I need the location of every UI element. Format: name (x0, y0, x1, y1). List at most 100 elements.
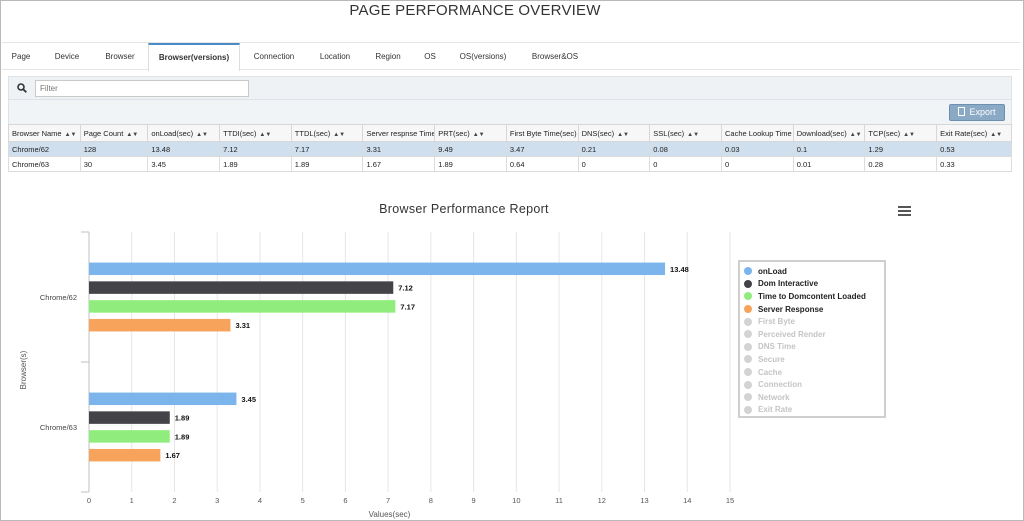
table-cell: 1.67 (362, 156, 436, 172)
column-header[interactable]: First Byte Time(sec) (505, 124, 579, 142)
column-header[interactable]: Page Count ▲▼ (79, 124, 149, 142)
legend-item[interactable]: Connection (744, 378, 880, 391)
column-header[interactable]: onLoad(sec) ▲▼ (147, 124, 221, 142)
table-cell: 0.53 (936, 141, 1012, 157)
table-header-row: Browser Name ▲▼ Page Count ▲▼ onLoad(sec) ▲… (8, 124, 1012, 142)
filter-input[interactable] (35, 80, 249, 97)
legend-marker (744, 380, 752, 389)
sort-icon: ▲▼ (849, 131, 862, 138)
tab-page[interactable]: Page (11, 52, 31, 61)
table-cell: 30 (79, 156, 149, 172)
column-header[interactable]: PRT(sec) ▲▼ (434, 124, 507, 142)
table-cell: Chrome/62 (8, 141, 81, 157)
sort-icon: ▲▼ (333, 131, 346, 138)
legend-item[interactable]: Dom Interactive (744, 278, 880, 291)
bar (89, 281, 394, 294)
tab-os-versions[interactable]: OS(versions) (459, 52, 507, 61)
legend-label: Exit Rate (758, 405, 793, 415)
tab-browser[interactable]: Browser (105, 52, 135, 61)
table-cell: 0.08 (649, 141, 722, 157)
tab-bar: Page Device Browser Browser(versions) Co… (2, 42, 1020, 71)
sort-icon: ▲▼ (617, 131, 629, 138)
column-header[interactable]: Cache Lookup Time (721, 124, 794, 142)
column-header[interactable]: DNS(sec) ▲▼ (577, 124, 651, 142)
sort-icon: ▲▼ (126, 131, 139, 138)
sort-icon: ▲▼ (903, 131, 915, 138)
sort-icon: ▲▼ (196, 131, 208, 138)
tab-browser-versions[interactable]: Browser(versions) (148, 43, 240, 71)
tab-browser-os[interactable]: Browser&OS (531, 52, 579, 61)
table-cell: 0.33 (936, 156, 1012, 172)
legend-item[interactable]: Server Response (744, 303, 880, 316)
legend-item[interactable]: Cache (744, 366, 880, 379)
performance-table: Browser Name ▲▼ Page Count ▲▼ onLoad(sec) ▲… (8, 124, 1012, 172)
legend-item[interactable]: DNS Time (744, 341, 880, 354)
data-label: 1.89 (175, 414, 190, 423)
legend-label: First Byte (758, 317, 795, 327)
legend-marker (744, 342, 752, 351)
legend-label: Time to Domcontent Loaded (758, 291, 866, 301)
column-header[interactable]: Server respnse Time (362, 124, 436, 142)
x-tick-label: 3 (215, 496, 219, 505)
tab-location[interactable]: Location (319, 52, 351, 61)
table-cell: 7.17 (290, 141, 364, 157)
table-cell: 0.64 (505, 156, 579, 172)
legend-label: Dom Interactive (758, 279, 819, 289)
legend-item[interactable]: Perceived Render (744, 328, 880, 341)
sort-icon: ▲▼ (472, 131, 485, 138)
tab-connection[interactable]: Connection (253, 52, 295, 61)
x-tick-label: 13 (640, 496, 648, 505)
sort-icon: ▲▼ (687, 131, 700, 138)
legend-marker (744, 355, 752, 364)
column-header[interactable]: Exit Rate(sec) ▲▼ (936, 124, 1012, 142)
table-cell: 1.89 (219, 156, 292, 172)
column-header[interactable]: TTDI(sec) ▲▼ (219, 124, 292, 142)
table-cell: 1.89 (290, 156, 364, 172)
search-icon (17, 83, 27, 93)
legend-item[interactable]: Time to Domcontent Loaded (744, 290, 880, 303)
legend-marker (744, 317, 752, 326)
legend-marker (744, 279, 752, 288)
column-header[interactable]: SSL(sec) ▲▼ (649, 124, 722, 142)
column-header[interactable]: TTDL(sec) ▲▼ (290, 124, 364, 142)
export-button[interactable]: Export (949, 104, 1005, 121)
table-toolbar: Export (8, 100, 1012, 124)
legend-item[interactable]: Network (744, 391, 880, 404)
bar (89, 262, 666, 276)
table-cell: 1.29 (864, 141, 938, 157)
column-header[interactable]: Browser Name ▲▼ (8, 124, 81, 142)
tab-region[interactable]: Region (375, 52, 401, 61)
table-cell: 0 (577, 156, 651, 172)
table-row[interactable]: Chrome/63 30 3.45 1.89 1.89 1.67 1.89 0.… (8, 156, 1012, 172)
legend-item[interactable]: onLoad (744, 265, 880, 278)
legend-item[interactable]: Secure (744, 353, 880, 366)
legend-label: Server Response (758, 304, 824, 314)
column-header[interactable]: Download(sec) ▲▼ (792, 124, 866, 142)
table-cell: 0 (721, 156, 794, 172)
column-header[interactable]: TCP(sec) ▲▼ (864, 124, 938, 142)
sort-icon: ▲▼ (64, 131, 77, 138)
x-tick-label: 12 (598, 496, 606, 505)
data-label: 7.12 (398, 284, 413, 293)
filter-bar (8, 76, 1012, 100)
legend-marker (744, 368, 752, 377)
legend-marker (744, 405, 752, 414)
legend-marker (744, 330, 752, 339)
x-tick-label: 1 (130, 496, 134, 505)
tab-device[interactable]: Device (54, 52, 80, 61)
table-cell: 0.21 (577, 141, 651, 157)
legend-item[interactable]: First Byte (744, 315, 880, 328)
legend-label: Cache (758, 367, 783, 377)
table-cell: Chrome/63 (8, 156, 81, 172)
x-tick-label: 7 (386, 496, 390, 505)
x-tick-label: 11 (555, 496, 563, 505)
legend-item[interactable]: Exit Rate (744, 404, 880, 417)
data-label: 1.67 (165, 451, 180, 460)
legend-label: DNS Time (758, 342, 796, 352)
legend-label: Secure (758, 354, 785, 364)
x-tick-label: 10 (512, 496, 520, 505)
tab-os[interactable]: OS (424, 52, 436, 61)
hamburger-menu-icon[interactable] (898, 206, 911, 217)
table-row[interactable]: Chrome/62 128 13.48 7.12 7.17 3.31 9.49 … (8, 141, 1012, 157)
table-cell: 0.1 (792, 141, 866, 157)
